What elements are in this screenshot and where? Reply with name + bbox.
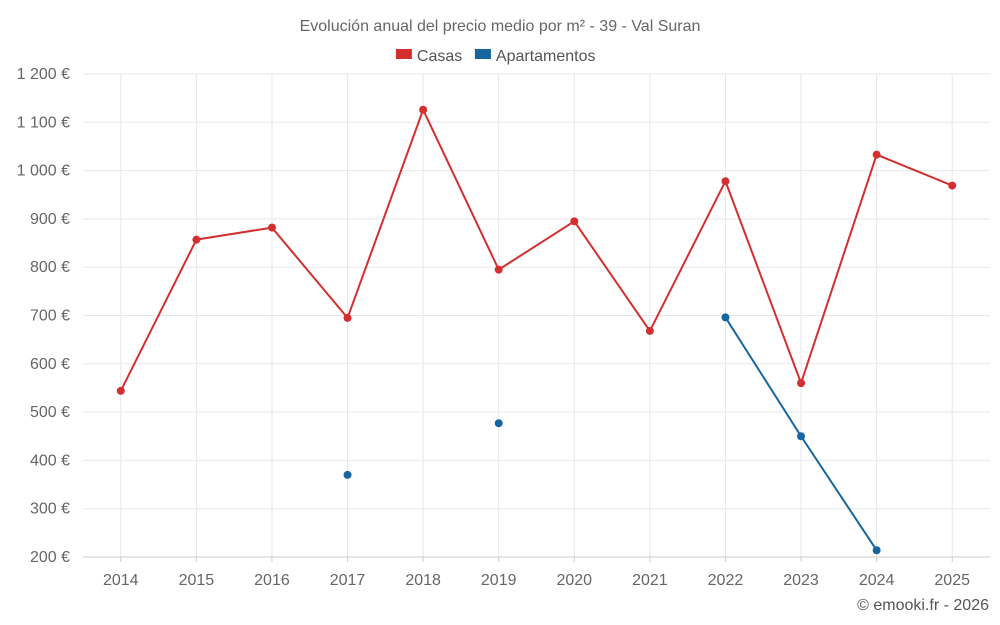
series-line-segment: [270, 226, 349, 319]
data-point-casas-2014[interactable]: [116, 386, 125, 395]
y-tick-label: 600 €: [30, 356, 70, 373]
data-point-casas-2024[interactable]: [872, 150, 881, 159]
y-tick-label: 1 000 €: [17, 163, 70, 180]
series-line-segment: [422, 108, 500, 271]
x-tick-label: 2017: [330, 572, 366, 589]
x-tick-label: 2015: [179, 572, 215, 589]
series-line-segment: [573, 220, 651, 332]
x-tick-label: 2018: [405, 572, 441, 589]
series-line-segment: [875, 153, 954, 187]
series-line-segment: [497, 220, 576, 271]
legend-swatch: [474, 49, 491, 59]
series-line-segment: [800, 153, 878, 385]
y-tick-label: 700 €: [30, 308, 70, 325]
x-tick-label: 2025: [934, 572, 970, 589]
y-tick-label: 400 €: [30, 452, 70, 469]
x-tick-label: 2021: [632, 572, 668, 589]
data-point-casas-2017[interactable]: [343, 313, 352, 322]
x-tick-label: 2020: [556, 572, 592, 589]
legend: Casas Apartamentos: [395, 48, 596, 65]
x-tick-label: 2019: [481, 572, 517, 589]
data-point-casas-2019[interactable]: [494, 265, 503, 274]
data-point-casas-2018[interactable]: [419, 105, 428, 114]
data-point-apartamentos-2019[interactable]: [494, 419, 503, 428]
series-line-segment: [648, 180, 727, 332]
x-tick-label: 2014: [103, 572, 139, 589]
data-point-casas-2022[interactable]: [721, 177, 730, 186]
credit-text: © emooki.fr - 2026: [857, 597, 989, 614]
series: [116, 105, 957, 555]
data-point-casas-2015[interactable]: [192, 235, 201, 244]
legend-swatch: [395, 49, 412, 59]
x-tick-label: 2022: [708, 572, 744, 589]
series-line-segment: [800, 435, 878, 552]
data-point-casas-2023[interactable]: [797, 379, 806, 388]
y-tick-label: 300 €: [30, 501, 70, 518]
series-line-segment: [724, 180, 803, 385]
data-point-casas-2020[interactable]: [570, 217, 579, 226]
y-tick-label: 800 €: [30, 259, 70, 276]
data-point-apartamentos-2023[interactable]: [797, 432, 806, 441]
data-point-casas-2025[interactable]: [948, 181, 957, 190]
x-tick-label: 2016: [254, 572, 290, 589]
series-line-segment: [724, 316, 803, 438]
legend-label: Apartamentos: [496, 48, 596, 65]
x-tick-label: 2024: [859, 572, 895, 589]
axes: 200 € 300 € 400 € 500 € 600 € 700 € 800 € 900 €…: [17, 66, 990, 589]
series-line-segment: [119, 238, 198, 392]
legend-label: Casas: [417, 48, 462, 65]
data-point-apartamentos-2022[interactable]: [721, 313, 730, 322]
y-tick-label: 500 €: [30, 404, 70, 421]
series-casas: [116, 105, 957, 395]
y-tick-label: 200 €: [30, 549, 70, 566]
series-apartamentos: [343, 313, 881, 555]
y-tick-label: 1 100 €: [17, 114, 70, 131]
x-tick-label: 2023: [783, 572, 819, 589]
data-point-apartamentos-2017[interactable]: [343, 470, 352, 479]
data-point-casas-2016[interactable]: [267, 223, 276, 232]
y-tick-label: 900 €: [30, 211, 70, 228]
data-point-apartamentos-2024[interactable]: [872, 546, 881, 555]
grid: [83, 73, 990, 557]
legend-item-casas[interactable]: Casas: [395, 48, 462, 65]
data-point-casas-2021[interactable]: [645, 326, 654, 335]
series-line-segment: [195, 226, 273, 241]
legend-item-apartamentos[interactable]: Apartamentos: [474, 48, 596, 65]
y-tick-label: 1 200 €: [17, 66, 70, 83]
chart-title: Evolución anual del precio medio por m² …: [300, 18, 701, 35]
series-line-segment: [346, 108, 425, 319]
